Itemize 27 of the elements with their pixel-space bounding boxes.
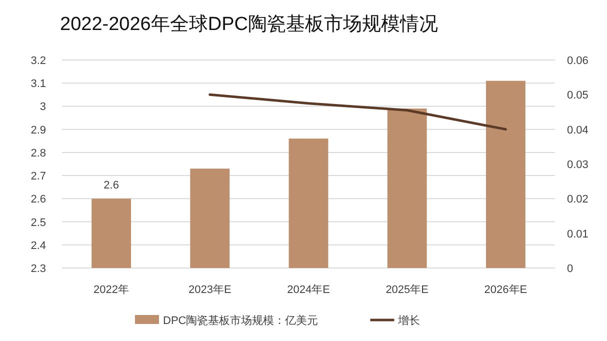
y-tick-label: 2.5 bbox=[30, 216, 46, 229]
y-tick-label: 2.7 bbox=[30, 170, 46, 183]
y-tick-label: 2.6 bbox=[30, 194, 46, 206]
legend-label: DPC陶瓷基板市场规模：亿美元 bbox=[163, 314, 318, 327]
y2-tick-label: 0.02 bbox=[567, 194, 588, 206]
y-tick-label: 3.1 bbox=[30, 78, 46, 90]
x-tick-label: 2025年E bbox=[386, 284, 429, 296]
y2-tick-label: 0.03 bbox=[567, 159, 588, 171]
y2-tick-label: 0 bbox=[567, 263, 574, 275]
y-tick-label: 3 bbox=[40, 101, 46, 114]
data-label: 2.6 bbox=[104, 180, 119, 192]
x-tick-label: 2023年E bbox=[188, 284, 232, 296]
y-tick-label: 2.9 bbox=[30, 124, 46, 136]
y2-tick-label: 0.04 bbox=[567, 124, 588, 136]
x-tick-label: 2026年E bbox=[484, 284, 528, 296]
y-tick-label: 2.4 bbox=[30, 240, 46, 252]
y2-tick-label: 0.01 bbox=[567, 228, 588, 240]
y-tick-label: 2.8 bbox=[30, 147, 46, 160]
x-tick-label: 2022年 bbox=[94, 284, 130, 296]
legend-label: 增长 bbox=[397, 314, 420, 327]
y-tick-label: 2.3 bbox=[30, 263, 46, 275]
x-tick-label: 2024年E bbox=[287, 284, 330, 296]
y2-tick-label: 0.06 bbox=[567, 55, 588, 67]
line-series bbox=[208, 93, 507, 131]
y-tick-label: 3.2 bbox=[30, 55, 46, 67]
y2-tick-label: 0.05 bbox=[567, 90, 588, 102]
chart-title: 2022-2026年全球DPC陶瓷基板市场规模情况 bbox=[60, 13, 438, 35]
